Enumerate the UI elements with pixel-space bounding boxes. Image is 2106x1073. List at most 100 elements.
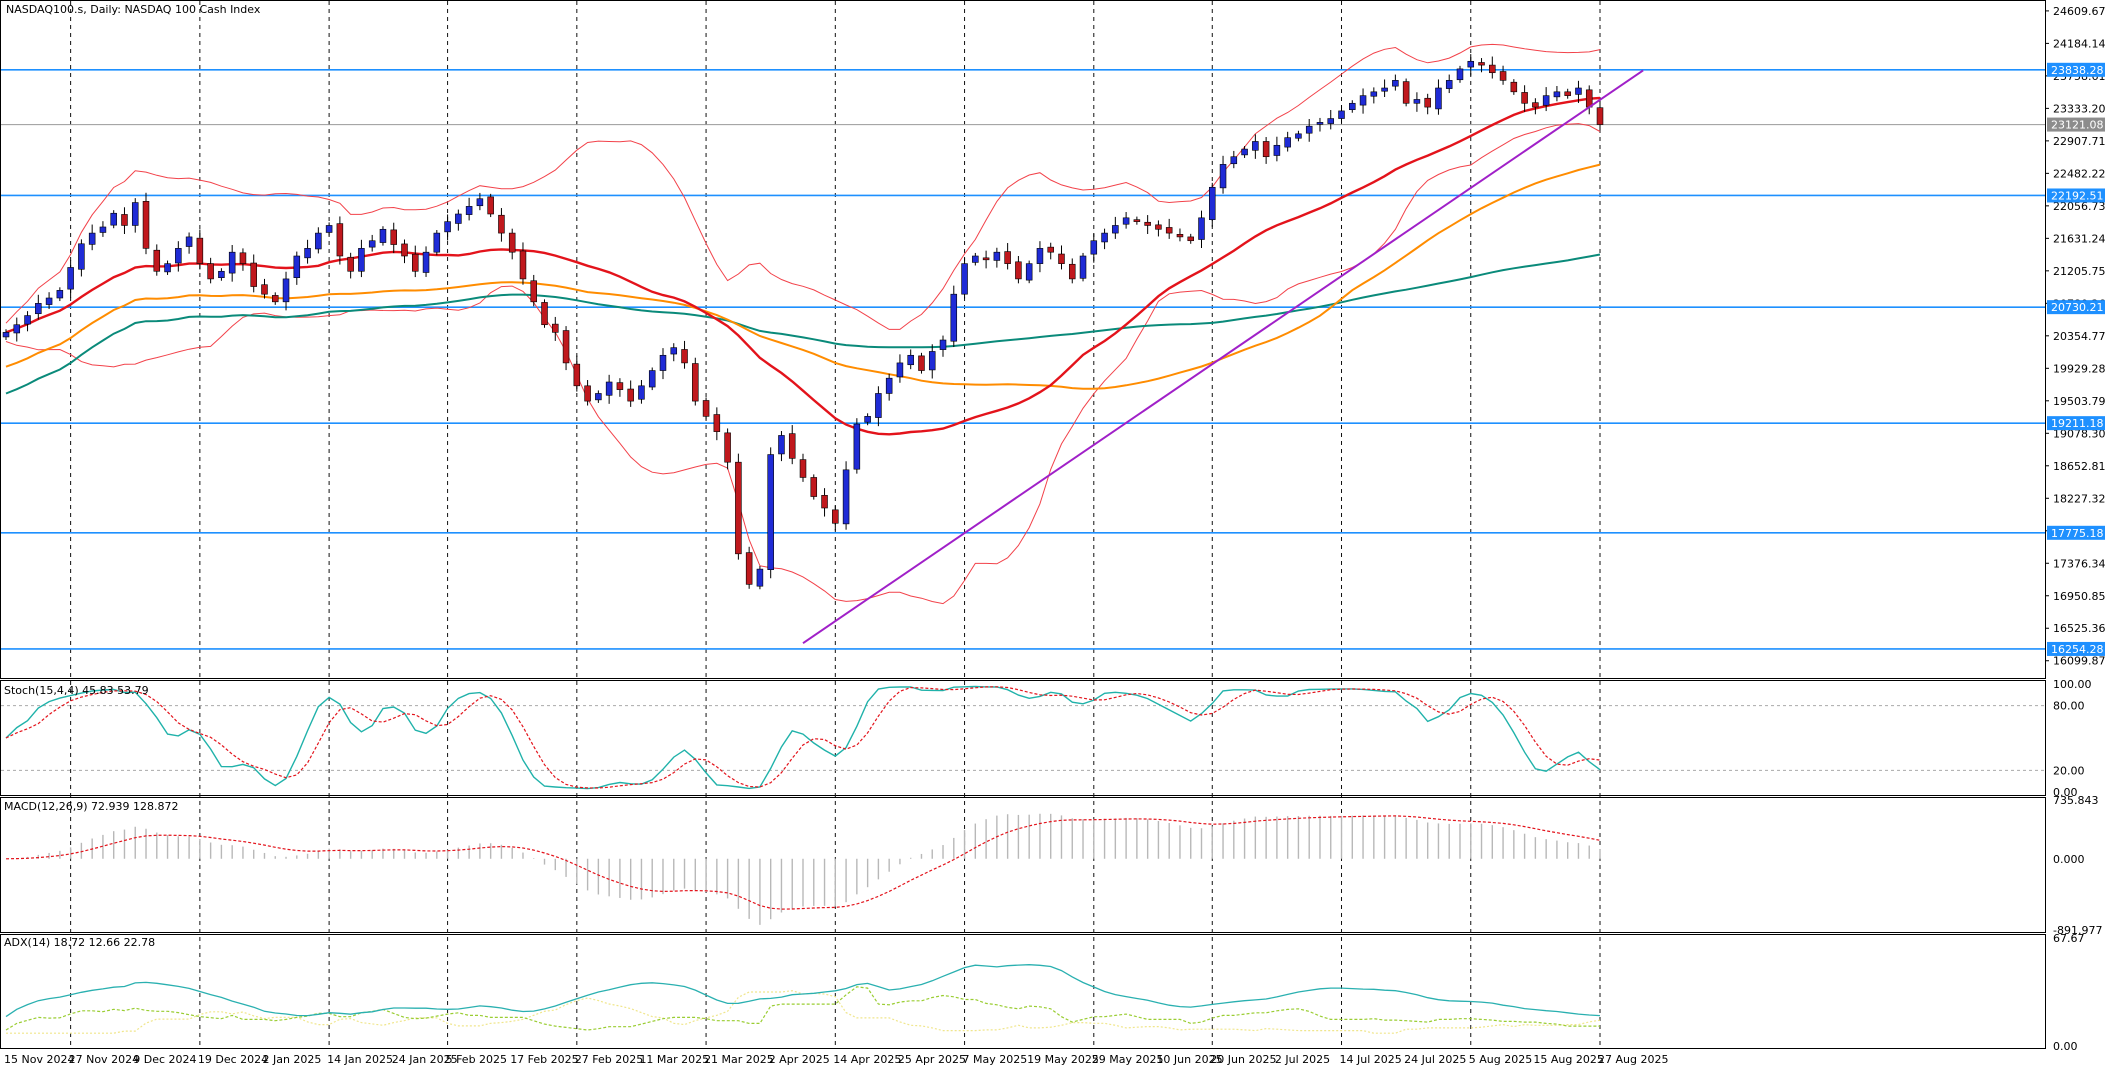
candle (24, 311, 31, 332)
candle-body (972, 255, 979, 263)
date-tick-label: 27 Nov 2024 (69, 1053, 139, 1066)
date-tick-label: 17 Feb 2025 (510, 1053, 578, 1066)
candle (153, 244, 161, 276)
date-tick-label: 2 Jan 2025 (262, 1053, 321, 1066)
candle-body (745, 552, 753, 585)
candle-body (1133, 219, 1141, 222)
price-level-tag (2047, 62, 2105, 77)
candle (616, 378, 624, 397)
price-level-tag (2047, 416, 2105, 431)
price-tick-label: 22056.73 (2053, 200, 2106, 213)
candle-body (121, 214, 128, 226)
candle (1090, 233, 1098, 263)
candle (928, 344, 936, 379)
candle (605, 374, 613, 404)
candle (1241, 146, 1248, 158)
candle-body (627, 388, 634, 402)
candle-body (1564, 91, 1571, 96)
candle-body (164, 263, 171, 273)
candle (1402, 78, 1410, 107)
adx-tick-label: 0.00 (2053, 1040, 2078, 1053)
candle-body (1165, 227, 1173, 234)
price-level-tag (2047, 300, 2105, 315)
candle (390, 222, 397, 254)
price-tick-label: 21205.75 (2053, 265, 2106, 278)
candle (99, 221, 107, 237)
candle-body (347, 256, 354, 272)
adx-minus-di-line (6, 990, 1601, 1034)
date-tick-label: 14 Apr 2025 (833, 1053, 901, 1066)
candle (487, 193, 494, 218)
candle-body (842, 469, 850, 525)
candle (1219, 155, 1227, 194)
adx-main-line (5, 964, 1601, 1018)
candle (1004, 243, 1011, 270)
candle (1015, 256, 1022, 284)
candle (724, 428, 731, 470)
candle-body (315, 232, 322, 250)
candle (271, 292, 279, 305)
candle (584, 380, 591, 406)
candle (67, 260, 74, 298)
candle (821, 488, 828, 517)
candle-body (573, 363, 581, 387)
candle (573, 355, 581, 392)
adx-label: ADX(14) 18.72 12.66 22.78 (4, 936, 155, 949)
price-level-tag-text: 16254.28 (2051, 643, 2104, 656)
candle-body (498, 214, 505, 234)
candle (713, 407, 721, 441)
candle-body (1542, 95, 1550, 106)
candle (1413, 92, 1421, 112)
candle (1122, 212, 1130, 229)
candle (13, 317, 21, 342)
candle-body (24, 315, 31, 325)
candle (142, 192, 150, 255)
candle-body (713, 414, 721, 432)
chart-title: NASDAQ100.s, Daily: NASDAQ 100 Cash Inde… (6, 3, 261, 16)
candle (1478, 58, 1485, 73)
candle-body (724, 432, 731, 463)
candle-body (1359, 95, 1367, 106)
price-tick-label: 19078.30 (2053, 427, 2106, 440)
candle-body (433, 232, 441, 253)
candle (1553, 86, 1561, 102)
candle-body (832, 509, 839, 524)
date-tick-label: 11 Mar 2025 (639, 1053, 709, 1066)
candle (336, 216, 344, 265)
date-tick-label: 24 Jan 2025 (392, 1053, 458, 1066)
candle-body (282, 278, 290, 303)
candle (799, 453, 807, 482)
candle (433, 230, 441, 256)
candle (670, 343, 678, 362)
ma50-line (5, 96, 1601, 436)
candle-body (1252, 141, 1259, 151)
candle (1036, 241, 1044, 273)
price-tick-label: 16950.85 (2053, 590, 2106, 603)
candle-body (562, 330, 570, 364)
candle-body (1230, 156, 1238, 165)
candle-body (1445, 80, 1453, 89)
date-tick-label: 27 Feb 2025 (575, 1053, 643, 1066)
price-level-tag (2047, 641, 2105, 656)
candle (1424, 93, 1431, 115)
candle (282, 271, 290, 311)
candle-body (78, 243, 85, 270)
candle-body (142, 201, 150, 249)
candle-body (1122, 217, 1130, 225)
date-tick-label: 15 Aug 2025 (1533, 1053, 1603, 1066)
candle-body (2, 332, 10, 338)
candle-body (1047, 246, 1054, 253)
price-tick-label: 21631.24 (2053, 232, 2106, 245)
candle-body (1015, 261, 1022, 280)
candle (1435, 79, 1442, 115)
candle (1532, 98, 1539, 115)
adx-tick-label: 67.67 (2053, 932, 2085, 945)
candle (1327, 109, 1335, 130)
candle (982, 250, 990, 269)
price-tick-label: 18227.32 (2053, 492, 2106, 505)
candle-body (1155, 224, 1162, 230)
candle (778, 431, 785, 462)
candle (1316, 117, 1324, 132)
price-layer (1, 43, 2045, 650)
